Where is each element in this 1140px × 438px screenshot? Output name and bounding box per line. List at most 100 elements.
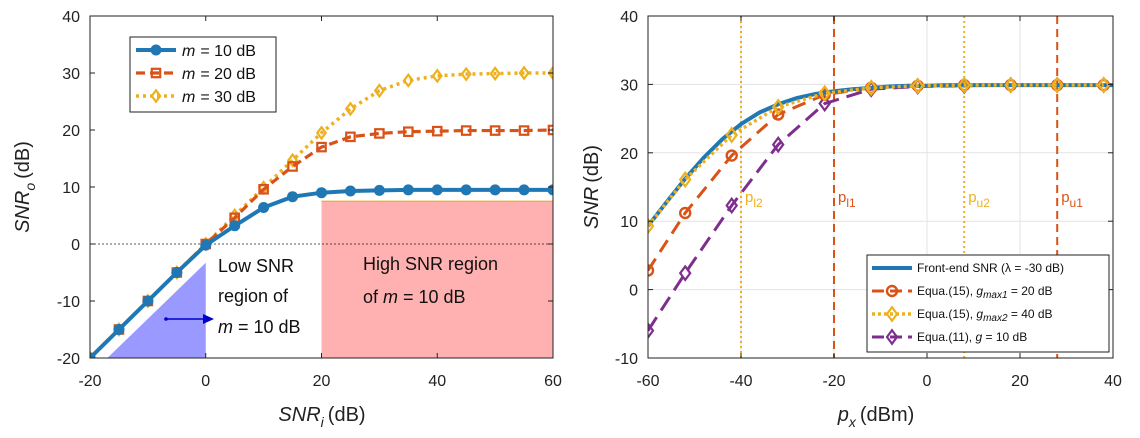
left-point — [489, 66, 501, 82]
left-point — [460, 125, 472, 136]
left-y-tick-label: 40 — [62, 9, 80, 26]
left-point — [344, 185, 356, 197]
left-series-1 — [90, 184, 553, 358]
left-legend-marker — [150, 88, 162, 104]
left-legend-label-3: m = 30 dB — [182, 89, 256, 106]
right-legend-label-4: Equa.(11), g = 10 dB — [917, 330, 1027, 344]
left-y-tick-label: -20 — [57, 351, 80, 368]
right-legend-value: = 40 dB — [1008, 307, 1053, 321]
left-legend-label-1: m = 10 dB — [182, 43, 256, 60]
right-xlabel-unit: (dBm) — [860, 404, 914, 426]
left-point — [90, 352, 96, 358]
right-y-tick-label: 40 — [620, 9, 638, 26]
right-point — [648, 217, 655, 235]
right-series-line-2 — [648, 83, 1104, 272]
right-legend-marker — [885, 284, 899, 298]
right-point — [648, 264, 655, 277]
left-xlabel-unit: (dB) — [328, 404, 366, 426]
left-chart: -20 0 20 40 60 -20 -10 0 10 20 30 40 Low SNR region… — [12, 9, 562, 430]
right-x-axis-title: px (dBm) — [837, 404, 915, 430]
left-legend-marker — [150, 67, 162, 79]
left-point — [287, 191, 299, 203]
left-point — [287, 161, 298, 172]
high-region-value: = 10 dB — [403, 287, 466, 307]
right-legend-value: = 10 dB — [982, 330, 1027, 344]
vline-label-sub: u1 — [1070, 196, 1084, 210]
left-point — [489, 184, 501, 196]
left-point — [403, 126, 414, 138]
right-x-tick-label: -60 — [636, 373, 659, 390]
right-ylabel-unit: (dB) — [581, 145, 603, 183]
left-point — [547, 65, 553, 81]
vline-label-u2: pu2 — [968, 189, 990, 210]
left-point — [171, 267, 183, 278]
high-region-prefix: of — [363, 287, 379, 307]
left-x-tick-label: 20 — [313, 373, 331, 390]
right-x-tick-label: 20 — [1011, 373, 1029, 390]
left-point — [344, 101, 357, 117]
right-legend-var: g — [976, 307, 983, 321]
left-xlabel-main: SNR — [278, 404, 320, 426]
right-series-2 — [648, 78, 1110, 277]
right-plot-frame — [647, 15, 1114, 359]
right-point — [648, 322, 655, 340]
right-point — [678, 264, 692, 282]
right-point — [725, 149, 738, 162]
right-legend-value: = 20 dB — [1008, 284, 1053, 298]
right-point — [911, 77, 925, 95]
low-region-value: = 10 dB — [238, 317, 301, 337]
left-x-axis-title: SNRi (dB) — [278, 404, 365, 430]
right-x-tick-label: -20 — [822, 373, 845, 390]
vline-label-main: p — [838, 189, 846, 206]
right-point — [771, 98, 785, 116]
right-legend-label-2: Equa.(15), gmax1 = 20 dB — [917, 284, 1053, 301]
vline-label-l2: pl2 — [745, 189, 763, 210]
left-legend-label-2: m = 20 dB — [182, 66, 256, 83]
left-point — [373, 184, 385, 196]
vline-label-main: p — [745, 189, 753, 206]
left-x-tick-label: 60 — [544, 373, 562, 390]
right-series-3 — [648, 76, 1111, 235]
left-point — [113, 324, 125, 335]
left-x-tick-label: 0 — [201, 373, 210, 390]
left-legend-value: = 30 dB — [200, 89, 256, 106]
left-point — [518, 65, 530, 81]
right-legend-sub: max1 — [983, 290, 1007, 301]
right-point — [725, 126, 739, 144]
high-region-var: m — [383, 287, 398, 307]
left-y-tick-label: 30 — [62, 66, 80, 83]
right-point — [1097, 76, 1111, 94]
right-legend-box — [866, 254, 1110, 353]
left-point — [286, 152, 299, 168]
left-y-tick-label: 10 — [62, 180, 80, 197]
right-ylabel-main: SNR — [581, 187, 603, 229]
vline-label-main: p — [968, 189, 976, 206]
vline-label-sub: l2 — [753, 196, 763, 210]
left-series-line-3 — [90, 71, 553, 358]
left-point — [229, 220, 241, 232]
right-xlabel-sub: x — [848, 414, 857, 430]
left-y-tick-label: 20 — [62, 123, 80, 140]
vline-label-l1: pl1 — [838, 189, 856, 210]
right-point — [957, 76, 971, 94]
right-series-line-3 — [648, 83, 1104, 228]
low-snr-region — [107, 262, 206, 358]
right-legend-marker — [885, 328, 899, 346]
left-ylabel-unit: (dB) — [12, 141, 34, 179]
right-point — [725, 196, 739, 215]
left-point — [315, 125, 328, 141]
high-region-line2: of m = 10 dB — [363, 287, 466, 307]
high-snr-region — [321, 201, 553, 358]
left-legend-var: m — [182, 43, 195, 60]
left-legend-var: m — [182, 89, 195, 106]
right-legend-prefix: Equa.(15), — [917, 307, 976, 321]
right-y-tick-label: -10 — [615, 351, 638, 368]
vline-label-u1: pu1 — [1061, 189, 1083, 210]
left-point — [258, 202, 270, 214]
left-point — [518, 125, 530, 136]
right-legend: Front-end SNR (λ = -30 dB)Equa.(15), gma… — [866, 254, 1110, 353]
left-legend-var: m — [182, 66, 195, 83]
high-region-line1: High SNR region — [363, 254, 498, 274]
left-point — [489, 125, 501, 136]
